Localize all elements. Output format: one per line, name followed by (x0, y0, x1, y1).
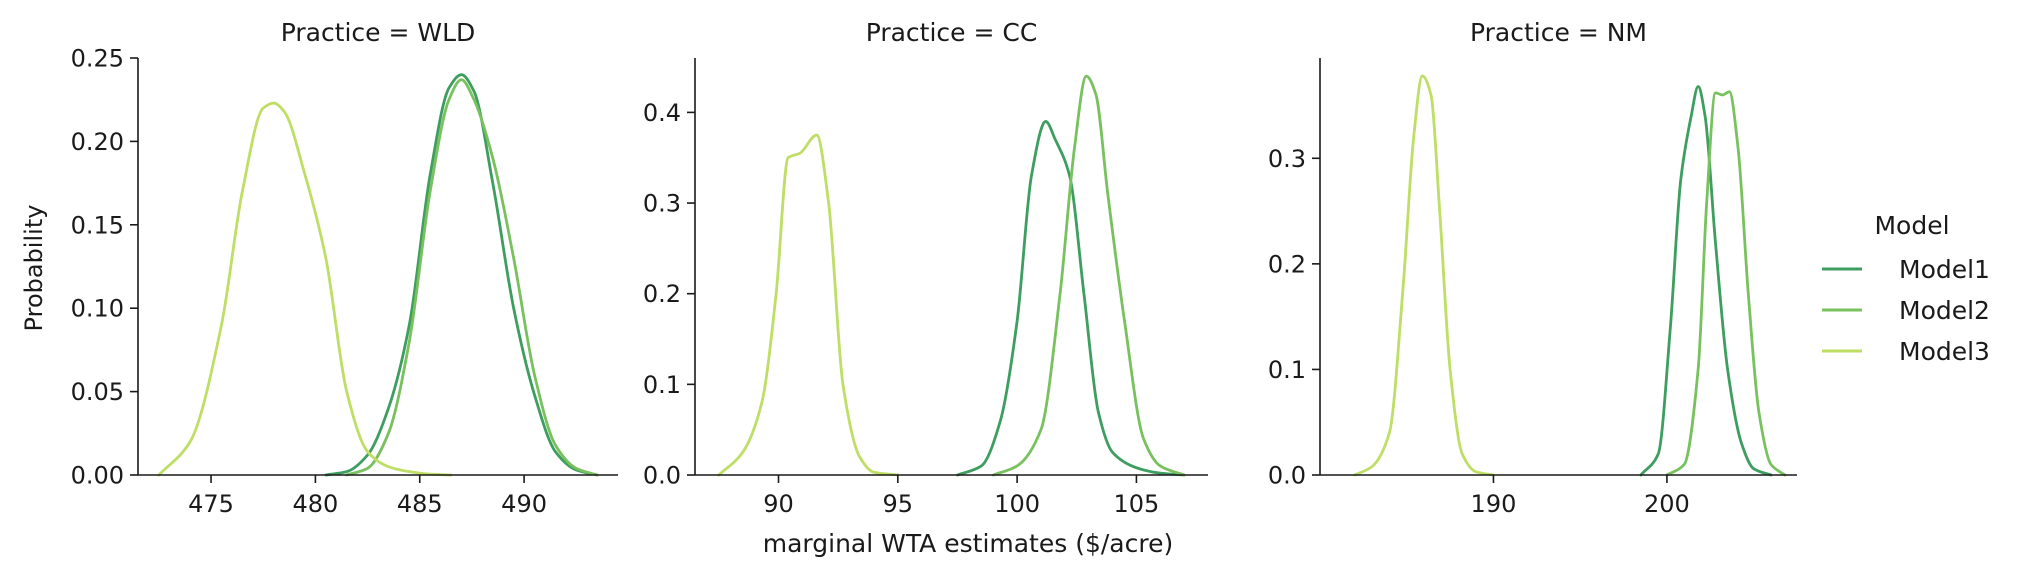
panel-title: Practice = CC (866, 18, 1038, 47)
y-tick-label: 0.20 (71, 128, 124, 156)
legend-title: Model (1874, 211, 1949, 240)
x-tick-label: 200 (1644, 490, 1690, 518)
y-axis-label: Probability (20, 205, 48, 332)
series-line-model2 (991, 74, 1186, 477)
panel-2: Practice = CC 90 95 100 105 0.0 0.1 0.2 0.3 0.4 (643, 18, 1208, 518)
x-tick-label: 105 (1114, 490, 1160, 518)
legend: Model Model1 Model2 Model3 (1822, 211, 1990, 366)
y-tick-label: 0.1 (1268, 356, 1306, 384)
panel-title: Practice = WLD (281, 18, 476, 47)
series-line-model2 (345, 78, 599, 477)
x-tick-label: 90 (763, 490, 794, 518)
x-tick-label: 190 (1471, 490, 1517, 518)
y-tick-label: 0.3 (1268, 145, 1306, 173)
y-tick-label: 0.2 (1268, 250, 1306, 278)
x-tick-label: 485 (397, 490, 443, 518)
y-tick-label: 0.10 (71, 295, 124, 323)
series-line-model1 (956, 120, 1186, 477)
x-tick-label: 475 (188, 490, 234, 518)
legend-label-model2: Model2 (1899, 296, 1990, 325)
y-tick-label: 0.2 (643, 280, 681, 308)
y-tick-label: 0.25 (71, 45, 124, 73)
panel-3: Practice = NM 190 200 0.0 0.1 0.2 0.3 (1268, 18, 1797, 518)
x-axis-label: marginal WTA estimates ($/acre) (763, 529, 1173, 558)
panel-title: Practice = NM (1470, 18, 1647, 47)
x-tick-label: 490 (501, 490, 547, 518)
y-tick-label: 0.00 (71, 462, 124, 490)
x-tick-label: 100 (994, 490, 1040, 518)
legend-label-model1: Model1 (1899, 255, 1990, 284)
series-line-model3 (157, 101, 453, 477)
y-tick-label: 0.4 (643, 99, 681, 127)
panels: Practice = WLD 475 480 485 490 0.00 0.05 0.10 0.… (71, 18, 1797, 518)
y-tick-label: 0.0 (643, 462, 681, 490)
y-tick-label: 0.05 (71, 378, 124, 406)
series-line-model3 (717, 133, 900, 477)
y-tick-label: 0.1 (643, 371, 681, 399)
legend-label-model3: Model3 (1899, 337, 1990, 366)
y-tick-label: 0.3 (643, 190, 681, 218)
series-line-model3 (1353, 74, 1495, 477)
y-tick-label: 0.0 (1268, 462, 1306, 490)
y-tick-label: 0.15 (71, 211, 124, 239)
x-tick-label: 95 (883, 490, 914, 518)
x-tick-label: 480 (292, 490, 338, 518)
panel-1: Practice = WLD 475 480 485 490 0.00 0.05 0.10 0.… (71, 18, 618, 518)
series-line-model2 (1665, 90, 1787, 477)
series-line-model1 (324, 73, 599, 477)
series-line-model1 (1639, 85, 1773, 477)
